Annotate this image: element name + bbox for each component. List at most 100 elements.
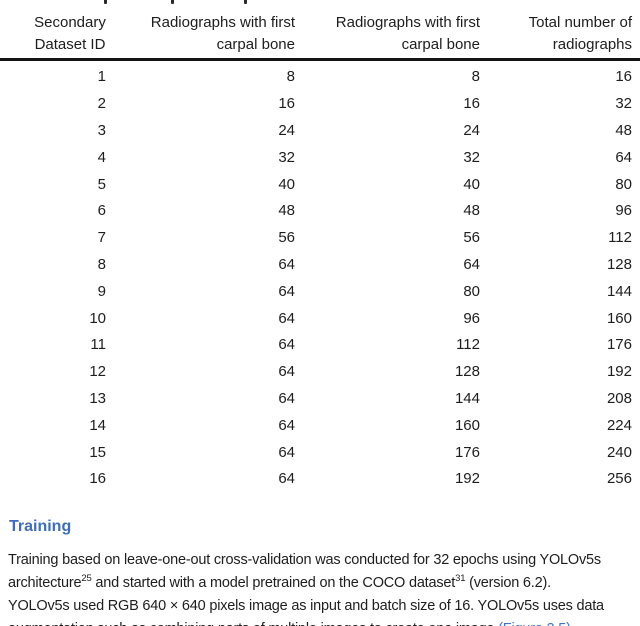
table-cell: 24 [278, 121, 295, 139]
table-row: 9 64 80 144 [0, 278, 632, 305]
table-cell: 144 [454, 389, 480, 407]
table-cell: 64 [278, 255, 295, 273]
table-cell: 192 [454, 470, 480, 488]
table-cell: 160 [454, 416, 480, 434]
header-line: Radiographs with first [335, 14, 480, 31]
header-line: Dataset ID [34, 36, 106, 53]
table-row: 13 64 144 208 [0, 385, 632, 412]
table-cell: 3 [97, 121, 106, 139]
table-cell: 1 [97, 68, 106, 86]
table-cell: 176 [454, 443, 480, 461]
header-line: Secondary [34, 14, 106, 31]
table-cell: 48 [278, 202, 295, 220]
table-cell: 7 [97, 229, 106, 247]
header-total-radiographs: Total number of radiographs [480, 12, 632, 56]
table-cell: 64 [278, 282, 295, 300]
table-cell: 64 [278, 389, 295, 407]
header-radiographs-first-carpal-2: Radiographs with first carpal bone [295, 12, 480, 56]
table-cell: 2 [97, 95, 106, 113]
table-cell: 11 [90, 336, 106, 354]
table-cell: 80 [463, 282, 480, 300]
table-cell: 56 [463, 229, 480, 247]
table-cell: 12 [89, 363, 106, 381]
paragraph-text: Training based on leave-one-out cross-va… [8, 552, 601, 568]
header-line: radiographs [552, 36, 632, 53]
table-row: 4 32 32 64 [0, 144, 632, 171]
table-cell: 160 [606, 309, 632, 327]
table-cell: 4 [97, 148, 106, 166]
section-heading-training: Training [9, 518, 72, 535]
table-cell: 112 [608, 229, 632, 247]
table-row: 2 16 16 32 [0, 90, 632, 117]
paragraph-text: YOLOv5s used RGB 640 × 640 pixels image … [8, 598, 604, 614]
table-row: 16 64 192 256 [0, 465, 632, 492]
figure-reference-link[interactable]: (Figure 2.5) [498, 621, 571, 626]
table-cell: 40 [463, 175, 480, 193]
table-cell: 240 [606, 443, 632, 461]
table-cell: 96 [463, 309, 480, 327]
table-cell: 64 [278, 336, 295, 354]
table-header-rule [0, 58, 640, 61]
table-cell: 64 [463, 255, 480, 273]
table-cell: 64 [278, 470, 295, 488]
table-cell: 256 [606, 470, 632, 488]
table-cell: 24 [463, 121, 480, 139]
table-cell: 13 [89, 389, 106, 407]
table-body: 1 8 8 16 2 16 16 32 3 24 24 48 4 32 32 64 5 40 40 80 6 48 48 96… [0, 64, 632, 493]
table-cell: 208 [606, 389, 632, 407]
table-cell: 224 [606, 416, 632, 434]
table-row: 14 64 160 224 [0, 412, 632, 439]
table-row: 1 8 8 16 [0, 64, 632, 91]
table-cell: 8 [471, 68, 480, 86]
header-line: Radiographs with first [150, 14, 295, 31]
training-paragraph: Training based on leave-one-out cross-va… [8, 549, 640, 626]
table-cell: 176 [606, 336, 632, 354]
paragraph-line: augmentation such as combining parts of … [8, 618, 640, 626]
caption-descender-mark [104, 0, 107, 4]
table-cell: 32 [278, 148, 295, 166]
table-cell: 64 [278, 363, 295, 381]
table-cell: 64 [278, 416, 295, 434]
paragraph-line: YOLOv5s used RGB 640 × 640 pixels image … [8, 595, 640, 618]
header-line: Total number of [528, 14, 632, 31]
paragraph-text: and started with a model pretrained on t… [91, 575, 456, 591]
header-secondary-dataset-id: Secondary Dataset ID [0, 12, 106, 56]
table-row: 6 48 48 96 [0, 197, 632, 224]
table-cell: 48 [615, 121, 632, 139]
header-radiographs-first-carpal-1: Radiographs with first carpal bone [106, 12, 295, 56]
table-cell: 9 [97, 282, 106, 300]
table-row: 5 40 40 80 [0, 171, 632, 198]
table-row: 8 64 64 128 [0, 251, 632, 278]
table-cell: 32 [615, 95, 632, 113]
table-cell: 96 [615, 202, 632, 220]
table-cell: 80 [615, 175, 632, 193]
table-cell: 64 [278, 309, 295, 327]
table-cell: 192 [606, 363, 632, 381]
table-cell: 40 [278, 175, 295, 193]
table-row: 11 64 112 176 [0, 331, 632, 358]
caption-descender-mark [171, 0, 174, 4]
table-row: 15 64 176 240 [0, 439, 632, 466]
table-cell: 16 [278, 95, 295, 113]
paragraph-text: architecture [8, 575, 82, 591]
table-row: 3 24 24 48 [0, 117, 632, 144]
table-cell: 16 [615, 68, 632, 86]
table-cell: 8 [97, 255, 106, 273]
table-row: 12 64 128 192 [0, 358, 632, 385]
table-cell: 64 [278, 443, 295, 461]
caption-descender-mark [244, 0, 247, 4]
table-cell: 128 [454, 363, 480, 381]
table-row: 10 64 96 160 [0, 305, 632, 332]
table-cell: 64 [615, 148, 632, 166]
table-cell: 6 [97, 202, 106, 220]
citation-superscript[interactable]: 31 [455, 573, 466, 585]
table-cell: 10 [89, 309, 106, 327]
table-cell: 128 [606, 255, 632, 273]
table-cell: 8 [286, 68, 295, 86]
paragraph-text: (version 6.2). [465, 575, 551, 591]
citation-superscript[interactable]: 25 [81, 573, 92, 585]
table-header-row: Secondary Dataset ID Radiographs with fi… [0, 12, 632, 56]
table-cell: 14 [89, 416, 106, 434]
paragraph-line: Training based on leave-one-out cross-va… [8, 549, 640, 572]
